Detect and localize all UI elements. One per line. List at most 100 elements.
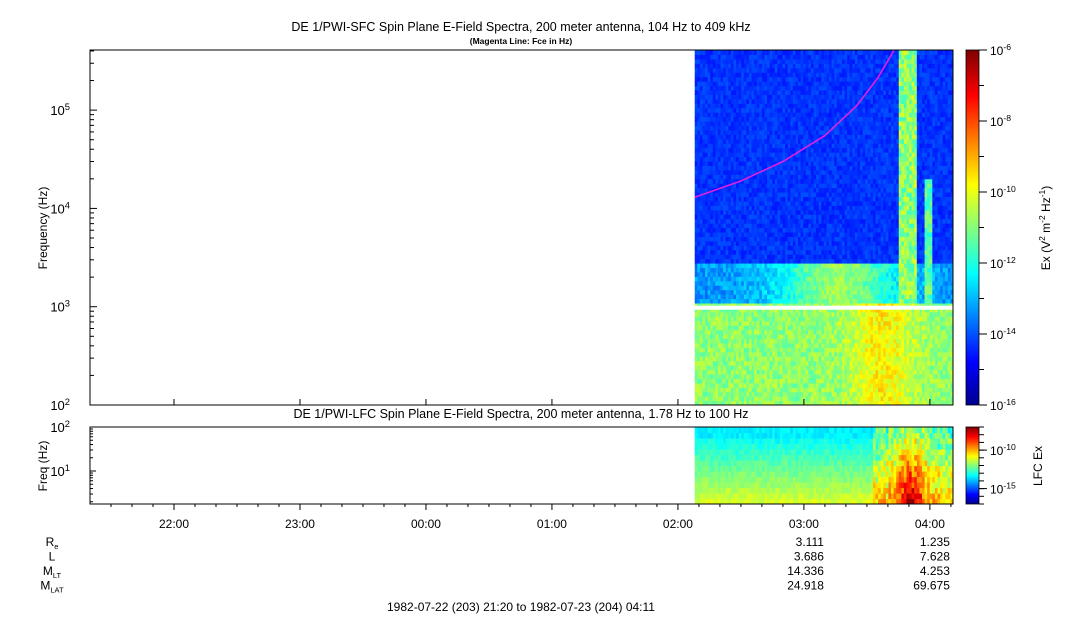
spectrogram-cell bbox=[712, 103, 716, 109]
spectrogram-cell bbox=[736, 338, 740, 344]
spectrogram-cell bbox=[847, 214, 851, 220]
spectrogram-cell bbox=[707, 342, 711, 348]
spectrogram-cell bbox=[767, 240, 771, 246]
spectrogram-cell bbox=[774, 342, 778, 348]
spectrogram-cell bbox=[777, 183, 781, 189]
spectrogram-cell bbox=[715, 311, 719, 317]
spectrogram-cell bbox=[787, 192, 791, 198]
spectrogram-cell bbox=[826, 160, 830, 166]
spectrogram-cell bbox=[847, 338, 851, 344]
spectrogram-cell bbox=[808, 329, 812, 335]
spectrogram-cell bbox=[816, 112, 820, 118]
spectrogram-cell bbox=[774, 129, 778, 135]
spectrogram-cell bbox=[720, 223, 724, 229]
spectrogram-cell bbox=[699, 227, 704, 233]
spectrogram-cell bbox=[746, 369, 750, 375]
spectrogram-cell bbox=[764, 329, 768, 335]
spectrogram-cell bbox=[717, 240, 722, 246]
spectrogram-cell bbox=[839, 396, 843, 402]
spectrogram-cell bbox=[723, 134, 727, 140]
spectrogram-cell bbox=[805, 249, 809, 255]
spectrogram-cell bbox=[831, 200, 835, 206]
spectrogram-cell bbox=[823, 382, 828, 388]
spectrogram-cell bbox=[712, 76, 716, 82]
spectrogram-cell bbox=[774, 400, 778, 405]
spectrogram-cell bbox=[795, 152, 799, 158]
spectrogram-cell bbox=[849, 72, 853, 78]
spectrogram-cell bbox=[818, 382, 822, 388]
spectrogram-cell bbox=[839, 147, 843, 153]
spectrogram-cell bbox=[836, 294, 840, 300]
spectrogram-cell bbox=[836, 134, 840, 140]
spectrogram-cell bbox=[728, 50, 732, 56]
spectrogram-cell bbox=[764, 125, 768, 131]
spectrogram-cell bbox=[821, 103, 825, 109]
spectrogram-cell bbox=[800, 218, 804, 224]
spectrogram-cell bbox=[810, 302, 815, 308]
spectrogram-cell bbox=[785, 89, 789, 95]
spectrogram-cell bbox=[834, 369, 838, 375]
spectrogram-cell bbox=[699, 209, 704, 215]
spectrogram-cell bbox=[831, 311, 835, 317]
spectrogram-cell bbox=[803, 121, 807, 127]
spectrogram-cell bbox=[821, 276, 825, 282]
spectrogram-cell bbox=[779, 316, 784, 322]
spectrogram-cell bbox=[779, 276, 784, 282]
spectrogram-cell bbox=[816, 134, 820, 140]
spectrogram-cell bbox=[759, 365, 763, 371]
spectrogram-cell bbox=[779, 258, 784, 264]
spectrogram-cell bbox=[808, 196, 812, 202]
spectrogram-cell bbox=[699, 72, 704, 78]
spectrogram-cell bbox=[787, 147, 791, 153]
spectrogram-cell bbox=[823, 187, 828, 193]
spectrogram-cell bbox=[707, 76, 711, 82]
spectrogram-cell bbox=[774, 347, 778, 353]
spectrogram-cell bbox=[746, 298, 750, 304]
spectrogram-cell bbox=[841, 329, 846, 335]
spectrogram-cell bbox=[697, 289, 701, 295]
spectrogram-cell bbox=[841, 192, 846, 198]
spectrogram-cell bbox=[738, 147, 742, 153]
spectrogram-cell bbox=[798, 280, 802, 286]
spectrogram-cell bbox=[810, 298, 815, 304]
spectrogram-cell bbox=[800, 276, 804, 282]
spectrogram-cell bbox=[792, 289, 797, 295]
spectrogram-cell bbox=[761, 311, 766, 317]
spectrogram-cell bbox=[805, 400, 809, 405]
spectrogram-cell bbox=[839, 112, 843, 118]
spectrogram-cell bbox=[761, 147, 766, 153]
spectrogram-cell bbox=[787, 289, 791, 295]
spectrogram-cell bbox=[759, 338, 763, 344]
spectrogram-cell bbox=[717, 338, 722, 344]
spectrogram-cell bbox=[805, 285, 809, 291]
spectrogram-cell bbox=[728, 280, 732, 286]
spectrogram-cell bbox=[707, 58, 711, 64]
spectrogram-cell bbox=[717, 329, 722, 335]
spectrogram-cell bbox=[813, 218, 817, 224]
spectrogram-cell bbox=[733, 160, 737, 166]
spectrogram-cell bbox=[730, 316, 735, 322]
spectrogram-cell bbox=[738, 227, 742, 233]
spectrogram-cell bbox=[777, 165, 781, 171]
spectrogram-cell bbox=[694, 258, 698, 264]
spectrogram-cell bbox=[712, 356, 716, 362]
spectrogram-cell bbox=[712, 138, 716, 144]
spectrogram-cell bbox=[787, 400, 791, 405]
spectrogram-cell bbox=[790, 400, 794, 405]
spectrogram-cell bbox=[754, 236, 758, 242]
spectrogram-cell bbox=[798, 365, 802, 371]
spectrogram-cell bbox=[849, 347, 853, 353]
spectrogram-cell bbox=[761, 236, 766, 242]
spectrogram-cell bbox=[754, 373, 758, 379]
spectrogram-cell bbox=[699, 236, 704, 242]
spectrogram-cell bbox=[852, 67, 856, 73]
spectrogram-cell bbox=[697, 196, 701, 202]
spectrogram-cell bbox=[759, 373, 763, 379]
spectrogram-cell bbox=[702, 338, 706, 344]
spectrogram-cell bbox=[823, 169, 828, 175]
spectrogram-cell bbox=[798, 298, 802, 304]
spectrogram-cell bbox=[730, 72, 735, 78]
spectrogram-cell bbox=[697, 192, 701, 198]
spectrogram-cell bbox=[772, 369, 776, 375]
spectrogram-cell bbox=[852, 231, 856, 237]
